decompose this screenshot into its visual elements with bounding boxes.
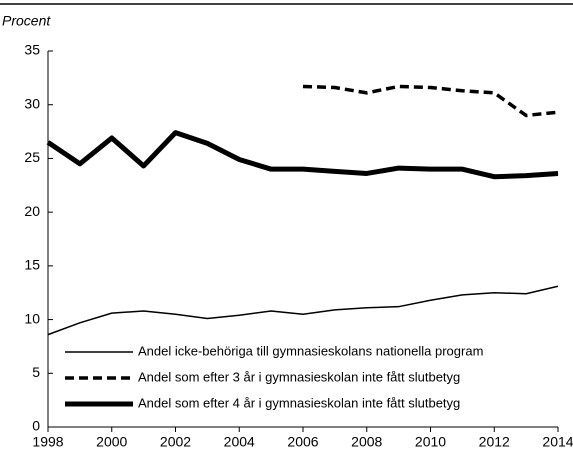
legend-label: Andel som efter 3 år i gymnasieskolan in… <box>138 369 460 384</box>
y-tick-label: 10 <box>24 310 40 326</box>
series-line <box>47 285 559 336</box>
x-tick-label: 2004 <box>224 434 255 450</box>
x-tick-label: 2002 <box>160 434 191 450</box>
x-tick-label: 2006 <box>287 434 318 450</box>
y-tick-label: 25 <box>24 149 40 165</box>
x-tick-label: 2012 <box>479 434 510 450</box>
x-tick-label: 2014 <box>542 434 573 450</box>
y-tick-label: 35 <box>24 42 40 58</box>
x-tick-label: 2000 <box>96 434 127 450</box>
series-line <box>46 130 559 180</box>
x-tick-label: 2010 <box>415 434 446 450</box>
x-tick-label: 2008 <box>351 434 382 450</box>
x-tick-label: 1998 <box>32 434 63 450</box>
y-tick-label: 0 <box>32 418 40 434</box>
series-line <box>302 84 559 118</box>
y-tick-label: 20 <box>24 203 40 219</box>
y-tick-label: 30 <box>24 95 40 111</box>
legend-label: Andel som efter 4 år i gymnasieskolan in… <box>138 395 460 410</box>
y-tick-label: 15 <box>24 257 40 273</box>
legend-label: Andel icke-behöriga till gymnasieskolans… <box>138 343 483 358</box>
y-tick-label: 5 <box>32 364 40 380</box>
axis-title: Procent <box>2 13 51 29</box>
